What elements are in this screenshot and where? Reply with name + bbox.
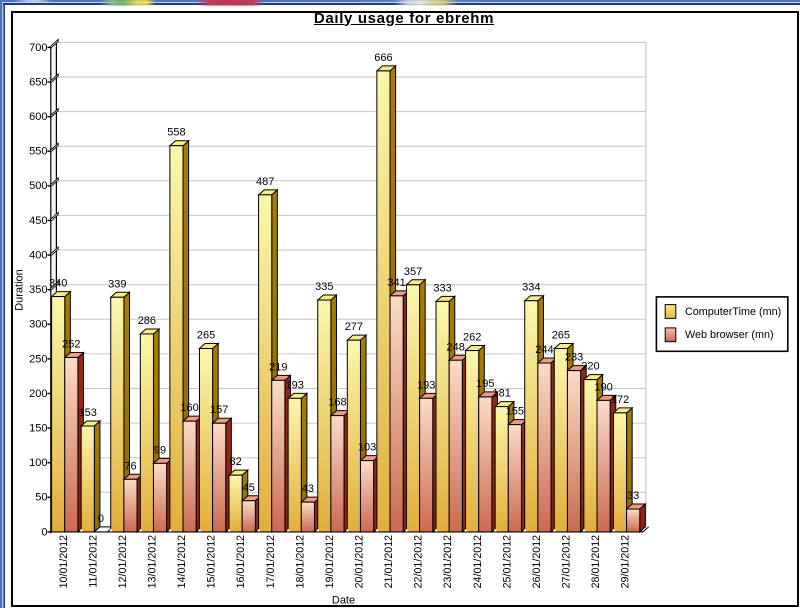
svg-text:99: 99 bbox=[154, 444, 166, 456]
svg-text:333: 333 bbox=[433, 282, 451, 294]
svg-text:340: 340 bbox=[49, 278, 67, 290]
svg-text:103: 103 bbox=[358, 442, 376, 454]
svg-text:219: 219 bbox=[269, 361, 287, 373]
svg-text:ComputerTime (mn): ComputerTime (mn) bbox=[685, 306, 781, 318]
svg-text:155: 155 bbox=[506, 406, 524, 418]
svg-text:157: 157 bbox=[210, 404, 228, 416]
svg-text:25/01/2012: 25/01/2012 bbox=[501, 535, 513, 589]
svg-text:339: 339 bbox=[108, 278, 126, 290]
svg-text:Web browser (mn): Web browser (mn) bbox=[685, 329, 774, 341]
svg-text:153: 153 bbox=[79, 407, 97, 419]
svg-text:Duration: Duration bbox=[13, 269, 25, 311]
svg-text:277: 277 bbox=[345, 321, 363, 333]
svg-text:335: 335 bbox=[315, 281, 333, 293]
svg-text:666: 666 bbox=[374, 52, 392, 64]
svg-text:262: 262 bbox=[463, 332, 481, 344]
svg-text:181: 181 bbox=[493, 388, 511, 400]
svg-text:76: 76 bbox=[124, 460, 136, 472]
svg-text:16/01/2012: 16/01/2012 bbox=[235, 535, 247, 589]
svg-text:0: 0 bbox=[98, 513, 104, 525]
svg-text:233: 233 bbox=[565, 352, 583, 364]
svg-text:650: 650 bbox=[29, 76, 47, 88]
svg-text:248: 248 bbox=[447, 341, 465, 353]
svg-text:300: 300 bbox=[29, 319, 47, 331]
svg-text:244: 244 bbox=[535, 344, 553, 356]
svg-text:190: 190 bbox=[594, 381, 612, 393]
svg-text:24/01/2012: 24/01/2012 bbox=[472, 535, 484, 589]
svg-text:341: 341 bbox=[387, 277, 405, 289]
svg-text:22/01/2012: 22/01/2012 bbox=[413, 535, 425, 589]
svg-text:100: 100 bbox=[29, 457, 47, 469]
svg-text:13/01/2012: 13/01/2012 bbox=[147, 535, 159, 589]
svg-text:286: 286 bbox=[138, 315, 156, 327]
svg-text:160: 160 bbox=[180, 402, 198, 414]
svg-text:195: 195 bbox=[476, 378, 494, 390]
svg-text:26/01/2012: 26/01/2012 bbox=[531, 535, 543, 589]
svg-text:193: 193 bbox=[286, 379, 304, 391]
svg-text:487: 487 bbox=[256, 176, 274, 188]
svg-text:15/01/2012: 15/01/2012 bbox=[206, 535, 218, 589]
svg-text:600: 600 bbox=[29, 111, 47, 123]
svg-text:150: 150 bbox=[29, 422, 47, 434]
svg-text:82: 82 bbox=[229, 456, 241, 468]
svg-text:27/01/2012: 27/01/2012 bbox=[560, 535, 572, 589]
svg-text:500: 500 bbox=[29, 180, 47, 192]
svg-text:265: 265 bbox=[552, 329, 570, 341]
svg-text:17/01/2012: 17/01/2012 bbox=[265, 535, 277, 589]
svg-text:450: 450 bbox=[29, 215, 47, 227]
svg-text:334: 334 bbox=[522, 282, 540, 294]
svg-text:50: 50 bbox=[35, 492, 47, 504]
svg-text:265: 265 bbox=[197, 329, 215, 341]
svg-text:357: 357 bbox=[404, 266, 422, 278]
svg-text:23/01/2012: 23/01/2012 bbox=[442, 535, 454, 589]
svg-text:19/01/2012: 19/01/2012 bbox=[324, 535, 336, 589]
svg-text:172: 172 bbox=[611, 394, 629, 406]
svg-text:400: 400 bbox=[29, 249, 47, 261]
svg-text:21/01/2012: 21/01/2012 bbox=[383, 535, 395, 589]
svg-text:33: 33 bbox=[627, 490, 639, 502]
svg-text:29/01/2012: 29/01/2012 bbox=[620, 535, 632, 589]
svg-text:250: 250 bbox=[29, 353, 47, 365]
svg-text:0: 0 bbox=[41, 526, 47, 538]
svg-text:168: 168 bbox=[328, 397, 346, 409]
svg-text:18/01/2012: 18/01/2012 bbox=[294, 535, 306, 589]
svg-text:43: 43 bbox=[302, 483, 314, 495]
svg-text:220: 220 bbox=[581, 361, 599, 373]
svg-text:550: 550 bbox=[29, 146, 47, 158]
svg-text:28/01/2012: 28/01/2012 bbox=[590, 535, 602, 589]
svg-text:700: 700 bbox=[29, 42, 47, 54]
svg-text:Date: Date bbox=[332, 594, 355, 606]
svg-text:252: 252 bbox=[62, 338, 80, 350]
svg-text:20/01/2012: 20/01/2012 bbox=[353, 535, 365, 589]
svg-text:558: 558 bbox=[167, 127, 185, 139]
svg-text:12/01/2012: 12/01/2012 bbox=[117, 535, 129, 589]
svg-text:200: 200 bbox=[29, 388, 47, 400]
svg-text:350: 350 bbox=[29, 284, 47, 296]
svg-text:193: 193 bbox=[417, 379, 435, 391]
svg-text:45: 45 bbox=[243, 482, 255, 494]
svg-text:11/01/2012: 11/01/2012 bbox=[87, 535, 99, 588]
svg-text:10/01/2012: 10/01/2012 bbox=[58, 535, 70, 589]
svg-text:14/01/2012: 14/01/2012 bbox=[176, 535, 188, 589]
